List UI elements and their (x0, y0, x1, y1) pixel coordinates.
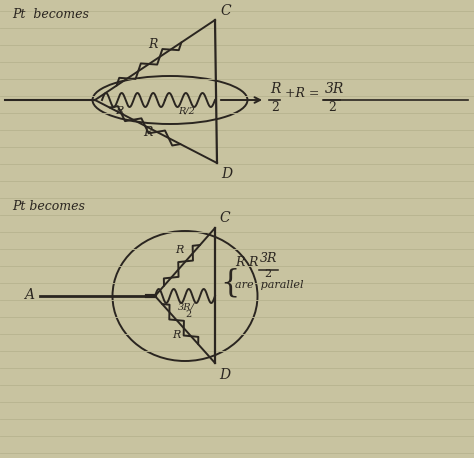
Text: R: R (148, 38, 157, 51)
Text: R: R (235, 256, 245, 269)
Text: 2: 2 (328, 101, 336, 114)
Text: 2: 2 (264, 269, 271, 279)
Text: D: D (221, 167, 232, 181)
Text: 2: 2 (271, 101, 279, 114)
Text: R: R (175, 245, 183, 255)
Text: R: R (270, 82, 281, 96)
Text: 3R: 3R (260, 252, 277, 265)
Text: Pt  becomes: Pt becomes (12, 8, 89, 21)
Text: R: R (143, 126, 152, 139)
Text: are  parallel: are parallel (235, 280, 303, 290)
Text: R: R (172, 330, 181, 340)
Text: Pt becomes: Pt becomes (12, 200, 85, 213)
Text: R: R (248, 256, 257, 269)
Text: C: C (219, 211, 229, 225)
Text: D: D (219, 368, 230, 382)
Text: R/2: R/2 (178, 107, 195, 116)
Text: A: A (24, 288, 34, 302)
Text: R: R (115, 106, 123, 116)
Text: 3R/: 3R/ (178, 302, 195, 311)
Text: 3R: 3R (325, 82, 345, 96)
Text: 2: 2 (185, 310, 191, 319)
Text: +R =: +R = (285, 87, 319, 100)
Text: C: C (220, 4, 231, 18)
Text: {: { (220, 267, 239, 299)
